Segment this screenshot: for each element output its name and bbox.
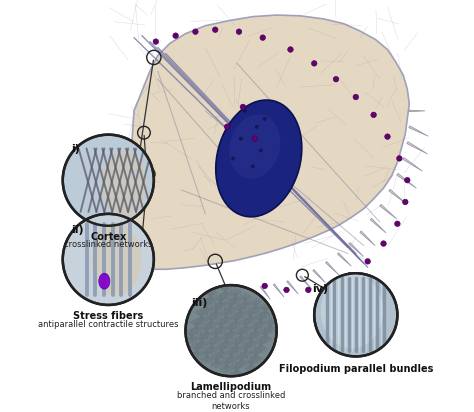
Circle shape	[63, 135, 154, 226]
Circle shape	[288, 47, 293, 52]
Circle shape	[240, 104, 246, 110]
Circle shape	[371, 112, 376, 117]
Circle shape	[259, 148, 263, 152]
Polygon shape	[114, 15, 409, 269]
Ellipse shape	[229, 114, 280, 179]
Circle shape	[252, 136, 257, 141]
Text: Lamellipodium: Lamellipodium	[191, 382, 272, 392]
Circle shape	[262, 283, 267, 289]
Circle shape	[263, 117, 267, 121]
Circle shape	[243, 109, 247, 113]
Text: crosslinked networks: crosslinked networks	[64, 240, 153, 249]
Circle shape	[251, 164, 255, 169]
Circle shape	[63, 214, 154, 305]
Circle shape	[365, 259, 371, 264]
Text: iii): iii)	[191, 298, 208, 308]
Polygon shape	[222, 288, 230, 301]
Circle shape	[131, 183, 137, 189]
Circle shape	[404, 178, 410, 183]
Polygon shape	[380, 204, 397, 219]
Circle shape	[231, 157, 235, 160]
Circle shape	[397, 156, 402, 161]
Text: i): i)	[71, 143, 80, 154]
Ellipse shape	[91, 223, 141, 296]
Circle shape	[402, 199, 408, 205]
Polygon shape	[349, 243, 364, 256]
Circle shape	[260, 35, 265, 40]
Polygon shape	[370, 218, 386, 233]
Circle shape	[385, 134, 390, 139]
Circle shape	[306, 287, 311, 293]
Text: Cortex: Cortex	[90, 232, 127, 242]
Text: Stress fibers: Stress fibers	[73, 311, 144, 321]
Circle shape	[185, 285, 277, 376]
Circle shape	[284, 287, 289, 293]
Ellipse shape	[320, 274, 383, 348]
Polygon shape	[403, 157, 422, 171]
Polygon shape	[360, 231, 375, 246]
Polygon shape	[235, 289, 243, 302]
Polygon shape	[337, 253, 351, 266]
Ellipse shape	[99, 273, 110, 289]
Polygon shape	[397, 173, 416, 188]
Circle shape	[236, 29, 242, 35]
Text: iv): iv)	[312, 284, 328, 294]
Circle shape	[347, 272, 353, 278]
Polygon shape	[407, 142, 428, 154]
Circle shape	[173, 33, 178, 38]
Circle shape	[239, 137, 243, 140]
Polygon shape	[326, 262, 339, 275]
Circle shape	[353, 94, 358, 100]
Polygon shape	[273, 284, 284, 297]
Circle shape	[153, 39, 159, 44]
Circle shape	[192, 29, 198, 35]
Ellipse shape	[101, 150, 147, 218]
Circle shape	[395, 221, 400, 227]
Polygon shape	[409, 110, 425, 112]
Polygon shape	[247, 288, 256, 301]
Circle shape	[212, 27, 218, 33]
Polygon shape	[287, 281, 298, 294]
Text: ii): ii)	[71, 225, 83, 235]
Circle shape	[311, 61, 317, 66]
Circle shape	[133, 156, 139, 161]
Circle shape	[128, 209, 133, 215]
Circle shape	[314, 273, 397, 356]
Circle shape	[224, 124, 230, 129]
Circle shape	[327, 282, 333, 288]
Polygon shape	[260, 286, 270, 300]
Ellipse shape	[216, 100, 302, 217]
Text: branched and crosslinked
networks: branched and crosslinked networks	[177, 391, 285, 411]
Circle shape	[333, 77, 339, 82]
Polygon shape	[409, 126, 428, 136]
Polygon shape	[313, 269, 326, 283]
Text: Filopodium parallel bundles: Filopodium parallel bundles	[279, 363, 433, 374]
Text: antiparallel contractile structures: antiparallel contractile structures	[38, 320, 179, 329]
Polygon shape	[300, 276, 312, 289]
Polygon shape	[389, 189, 407, 204]
Circle shape	[381, 241, 386, 246]
Circle shape	[255, 125, 259, 129]
